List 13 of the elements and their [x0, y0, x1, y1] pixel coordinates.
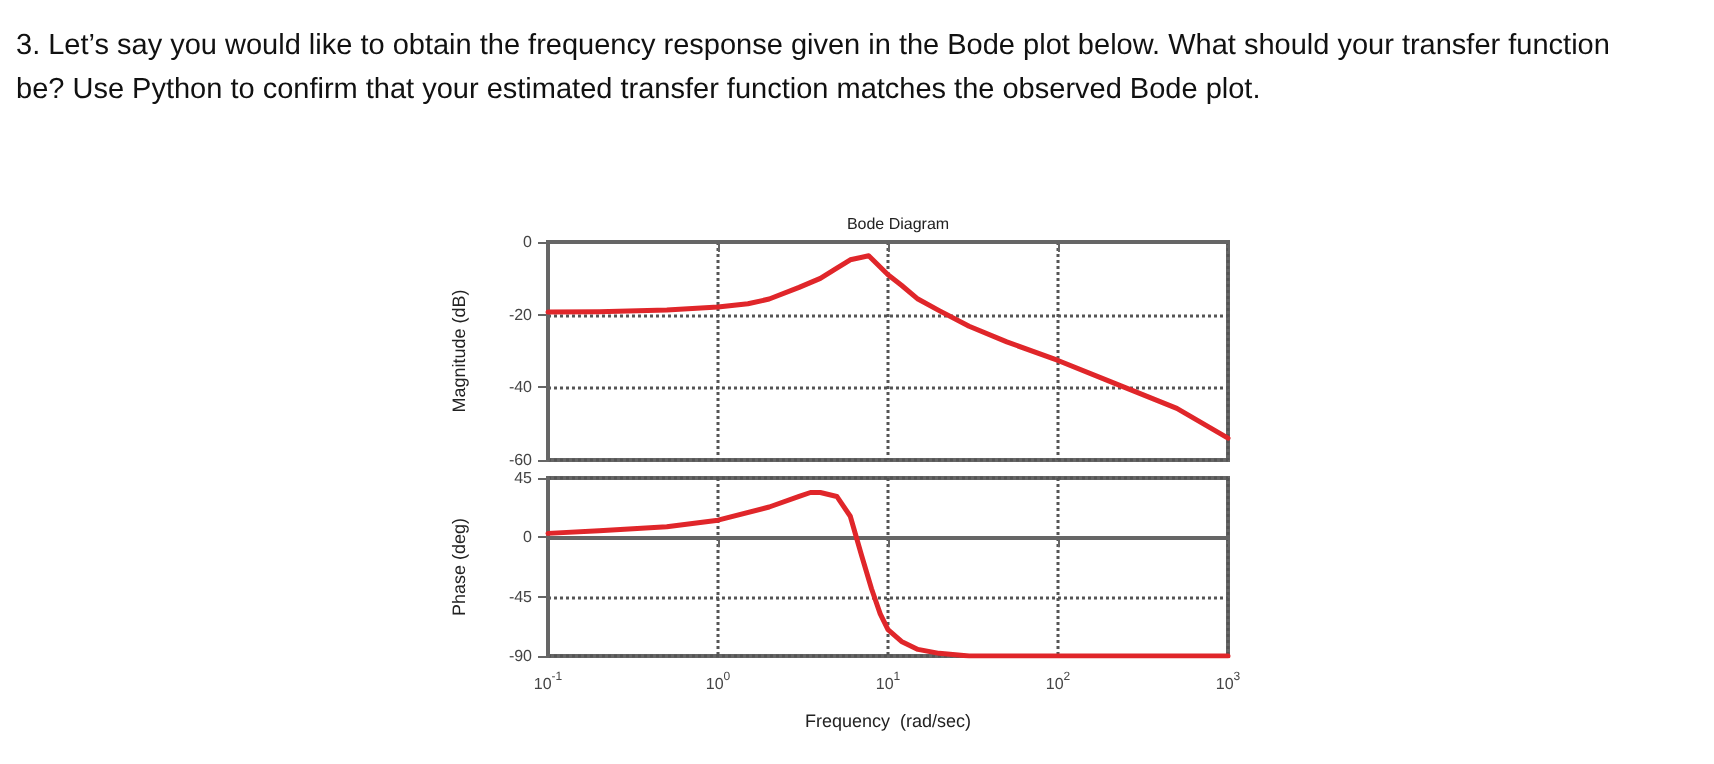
chart-title: Bode Diagram — [846, 215, 950, 233]
y-tick-label: -60 — [508, 451, 534, 469]
y-tick-label: -45 — [508, 587, 534, 606]
y-axis-title: Phase (deg) — [449, 517, 469, 617]
y-tick-label: 0 — [523, 528, 534, 547]
y-tick-label: 45 — [514, 469, 534, 487]
text: 3. Let’s say you would like to obtain the frequency response given in the Bode plot below. What should your transfer function be? Use Python to confirm that your estimated transfer function matches the observed Bode plot. — [16, 28, 1612, 110]
y-tick-label: -20 — [508, 305, 534, 324]
y-axis-title: Magnitude (dB) — [449, 289, 469, 413]
x-axis-title: Frequency (rad/sec) — [804, 711, 972, 731]
y-tick-label: -40 — [508, 378, 534, 397]
y-tick-label: -90 — [508, 647, 534, 665]
y-tick-label: 0 — [523, 233, 534, 251]
